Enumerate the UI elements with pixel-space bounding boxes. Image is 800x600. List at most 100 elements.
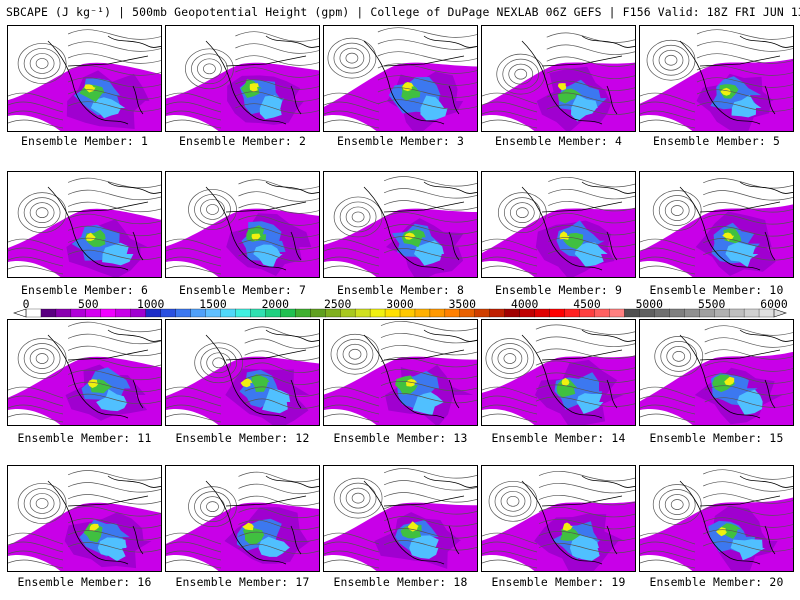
page-title: SBCAPE (J kg⁻¹) | 500mb Geopotential Hei… <box>6 5 800 19</box>
height-contours <box>482 324 635 423</box>
ensemble-member-label: Ensemble Member: 4 <box>494 134 623 148</box>
cape-shading <box>324 356 477 425</box>
map-canvas <box>482 324 635 425</box>
map-canvas <box>640 469 793 571</box>
coastlines <box>205 181 319 271</box>
height-contours <box>166 179 319 275</box>
ensemble-member-label: Ensemble Member: 14 <box>491 431 626 445</box>
height-contours <box>640 469 793 569</box>
ensemble-map-11 <box>7 319 162 426</box>
height-contours <box>482 177 635 275</box>
coastlines <box>205 475 319 565</box>
height-contours <box>166 31 319 129</box>
cape-shading <box>324 62 477 131</box>
colorbar-tick-label: 500 <box>78 297 99 311</box>
colorbar-swatch <box>40 308 57 318</box>
colorbar-tick-label: 6000 <box>760 297 788 311</box>
map-canvas <box>8 470 161 571</box>
colorbar-tick-label: 2500 <box>323 297 352 311</box>
ensemble-member-label: Ensemble Member: 7 <box>178 283 307 297</box>
ensemble-map-10 <box>639 171 794 278</box>
colorbar-swatch <box>728 308 745 318</box>
colorbar-swatch <box>609 308 625 318</box>
colorbar-swatch <box>235 308 251 318</box>
map-canvas <box>324 468 477 571</box>
ensemble-map-8 <box>323 171 478 278</box>
ensemble-member-label: Ensemble Member: 2 <box>178 134 307 148</box>
height-contours <box>8 470 161 569</box>
colorbar-swatch <box>489 308 506 318</box>
colorbar-tick-label: 4500 <box>573 297 601 311</box>
colorbar-tick-label: 4000 <box>510 297 539 311</box>
ensemble-map-7 <box>165 171 320 278</box>
cape-shading <box>482 208 635 277</box>
ensemble-member-label: Ensemble Member: 6 <box>20 283 149 297</box>
map-canvas <box>324 321 477 425</box>
colorbar-swatch <box>743 308 760 318</box>
ensemble-member-label: Ensemble Member: 17 <box>175 575 310 589</box>
cape-shading <box>482 355 635 425</box>
ensemble-map-15 <box>639 319 794 426</box>
ensemble-member-label: Ensemble Member: 20 <box>649 575 784 589</box>
colorbar-tick-label: 2000 <box>261 297 290 311</box>
colorbar-left-arrow <box>13 308 27 318</box>
ensemble-map-9 <box>481 171 636 278</box>
ensemble-map-12 <box>165 319 320 426</box>
cape-shading <box>8 208 161 277</box>
cape-shading <box>8 502 161 571</box>
coastlines <box>47 181 161 271</box>
ensemble-map-3 <box>323 25 478 132</box>
colorbar-swatch <box>669 308 685 318</box>
cape-shading <box>8 62 161 131</box>
cape-shading <box>482 501 635 571</box>
cape-shading <box>166 208 319 277</box>
height-contours <box>640 325 793 423</box>
ensemble-member-label: Ensemble Member: 10 <box>649 283 784 297</box>
ensemble-member-label: Ensemble Member: 13 <box>333 431 468 445</box>
cape-shading <box>166 356 319 425</box>
coastlines <box>521 181 635 271</box>
map-canvas <box>324 176 477 277</box>
coastlines <box>679 329 793 419</box>
coastlines <box>205 35 319 125</box>
ensemble-map-5 <box>639 25 794 132</box>
height-contours <box>640 29 793 129</box>
cape-shading <box>324 502 477 571</box>
colorbar-tick-label: 1000 <box>136 297 165 311</box>
cape-shading <box>166 502 319 571</box>
colorbar-swatch <box>474 308 491 318</box>
map-canvas <box>166 179 319 277</box>
map-canvas <box>166 471 319 571</box>
colorbar-swatch <box>414 308 431 318</box>
map-canvas <box>640 29 793 131</box>
cape-shading <box>640 58 793 131</box>
coastlines <box>521 329 635 419</box>
map-canvas <box>482 32 635 131</box>
map-canvas <box>8 177 161 277</box>
ensemble-member-label: Ensemble Member: 3 <box>336 134 465 148</box>
coastlines <box>205 329 319 419</box>
map-canvas <box>640 178 793 277</box>
map-canvas <box>482 177 635 277</box>
colorbar-swatch <box>115 308 132 318</box>
coastlines <box>679 35 793 125</box>
coastlines <box>363 35 477 125</box>
height-contours <box>640 178 793 275</box>
height-contours <box>166 326 319 423</box>
ensemble-map-13 <box>323 319 478 426</box>
coastlines <box>47 35 161 125</box>
coastlines <box>521 35 635 125</box>
coastlines <box>363 475 477 565</box>
ensemble-map-17 <box>165 465 320 572</box>
colorbar-tick-label: 5500 <box>697 297 726 311</box>
height-contours <box>8 29 161 129</box>
height-contours <box>482 471 635 569</box>
ensemble-member-label: Ensemble Member: 18 <box>333 575 468 589</box>
ensemble-map-4 <box>481 25 636 132</box>
map-canvas <box>482 471 635 571</box>
ensemble-map-18 <box>323 465 478 572</box>
map-canvas <box>324 27 477 131</box>
colorbar-swatch <box>549 308 566 318</box>
cape-shading <box>324 208 477 277</box>
ensemble-map-6 <box>7 171 162 278</box>
